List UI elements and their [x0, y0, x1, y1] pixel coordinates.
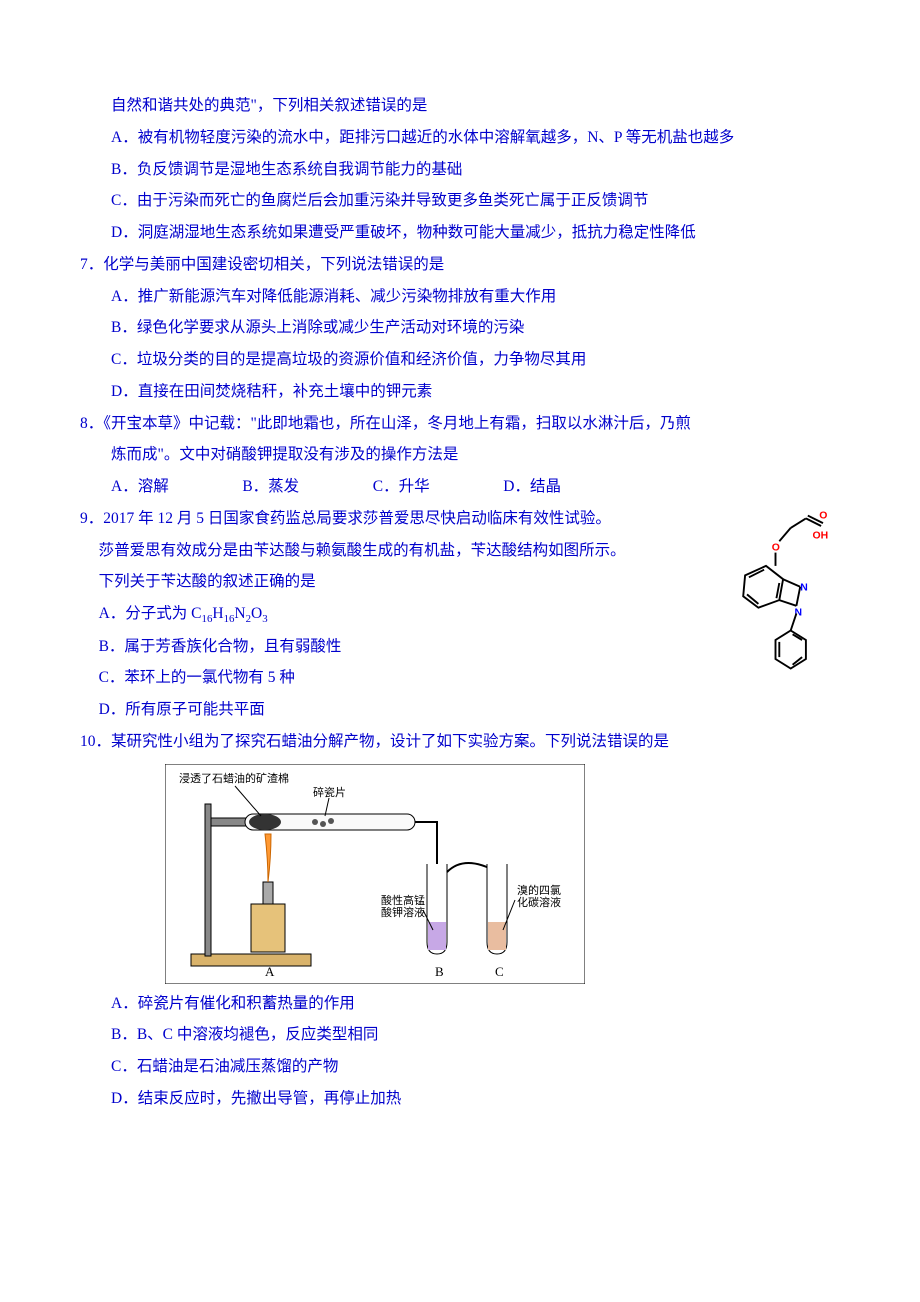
q10-options-row1: A．碎瓷片有催化和积蓄热量的作用 B．B、C 中溶液均褪色，反应类型相同 — [80, 988, 840, 1052]
label-br-2: 化碳溶液 — [517, 895, 561, 909]
bendazac-structure-figure: OH O O N N — [696, 507, 836, 709]
label-chip: 碎瓷片 — [313, 785, 346, 799]
o-label-1: O — [819, 510, 827, 521]
q7-option-b: B．绿色化学要求从源头上消除或减少生产活动对环境的污染 — [80, 312, 840, 344]
q6-stem-tail: 自然和谐共处的典范"，下列相关叙述错误的是 — [80, 90, 840, 122]
q9-option-b: B．属于芳香族化合物，且有弱酸性 — [80, 631, 642, 663]
apparatus-label-c: C — [495, 964, 504, 979]
q10-option-d: D．结束反应时，先撤出导管，再停止加热 — [111, 1083, 401, 1115]
q9-option-a-pre: A．分子式为 C — [99, 605, 202, 622]
q9-option-a: A．分子式为 C16H16N2O3 — [80, 598, 642, 630]
oh-label: OH — [813, 530, 829, 541]
q8-option-a: A．溶解 — [111, 471, 169, 503]
q6-option-c: C．由于污染而死亡的鱼腐烂后会加重污染并导致更多鱼类死亡属于正反馈调节 — [80, 185, 840, 217]
q9-block: 9．2017 年 12 月 5 日国家食药监总局要求莎普爱思尽快启动临床有效性试… — [80, 503, 840, 726]
q8-option-d: D．结晶 — [503, 471, 561, 503]
q9-stem-line3: 下列关于苄达酸的叙述正确的是 — [80, 566, 642, 598]
q10-option-c: C．石蜡油是石油减压蒸馏的产物 — [111, 1051, 421, 1083]
q9-stem-line1: 9．2017 年 12 月 5 日国家食药监总局要求莎普爱思尽快启动临床有效性试… — [80, 503, 642, 535]
q8-option-c: C．升华 — [373, 471, 430, 503]
q7-option-c: C．垃圾分类的目的是提高垃圾的资源价值和经济价值，力争物尽其用 — [80, 344, 840, 376]
q6-option-d: D．洞庭湖湿地生态系统如果遭受严重破坏，物种数可能大量减少，抵抗力稳定性降低 — [80, 217, 840, 249]
q10-option-a: A．碎瓷片有催化和积蓄热量的作用 — [111, 988, 421, 1020]
q9-formula-c: 16 — [202, 613, 213, 625]
apparatus-label-b: B — [435, 964, 444, 979]
q7-stem: 7．化学与美丽中国建设密切相关，下列说法错误的是 — [80, 249, 840, 281]
label-kmno4-1: 酸性高锰 — [381, 893, 425, 907]
q10-options-row2: C．石蜡油是石油减压蒸馏的产物 D．结束反应时，先撤出导管，再停止加热 — [80, 1051, 840, 1115]
label-br-1: 溴的四氯 — [517, 883, 561, 897]
q7-option-a: A．推广新能源汽车对降低能源消耗、减少污染物排放有重大作用 — [80, 281, 840, 313]
q9-formula-h: 16 — [224, 613, 235, 625]
label-kmno4-2: 酸钾溶液 — [381, 905, 425, 919]
q9-formula-o: 3 — [262, 613, 267, 625]
q6-option-a: A．被有机物轻度污染的流水中，距排污口越近的水体中溶解氧越多，N、P 等无机盐也… — [80, 122, 840, 154]
label-wax: 浸透了石蜡油的矿渣棉 — [179, 771, 289, 785]
q9-option-d: D．所有原子可能共平面 — [80, 694, 642, 726]
experiment-apparatus-figure: 浸透了石蜡油的矿渣棉 碎瓷片 酸性高锰 酸钾溶液 溴的四氯 化碳溶液 A B C — [165, 764, 585, 984]
q8-options: A．溶解 B．蒸发 C．升华 D．结晶 — [80, 471, 840, 503]
q9-formula-n: 2 — [246, 613, 251, 625]
q9-stem-line2: 莎普爱思有效成分是由苄达酸与赖氨酸生成的有机盐，苄达酸结构如图所示。 — [80, 535, 642, 567]
q7-option-d: D．直接在田间焚烧秸秆，补充土壤中的钾元素 — [80, 376, 840, 408]
apparatus-label-a: A — [265, 964, 275, 979]
q6-option-a-text: A．被有机物轻度污染的流水中，距排污口越近的水体中溶解氧越多，N、P 等无机盐也… — [111, 129, 734, 146]
q8-stem-line2: 炼而成"。文中对硝酸钾提取没有涉及的操作方法是 — [80, 439, 840, 471]
q10-option-b: B．B、C 中溶液均褪色，反应类型相同 — [111, 1019, 378, 1051]
o-label-2: O — [772, 543, 780, 554]
q6-option-b: B．负反馈调节是湿地生态系统自我调节能力的基础 — [80, 154, 840, 186]
q8-stem-line1: 8．《开宝本草》中记载："此即地霜也，所在山泽，冬月地上有霜，扫取以水淋汁后，乃… — [80, 408, 840, 440]
q10-stem: 10．某研究性小组为了探究石蜡油分解产物，设计了如下实验方案。下列说法错误的是 — [80, 726, 840, 758]
n-label-1: N — [800, 583, 808, 594]
q9-option-c: C．苯环上的一氯代物有 5 种 — [80, 662, 642, 694]
q8-option-b: B．蒸发 — [242, 471, 299, 503]
